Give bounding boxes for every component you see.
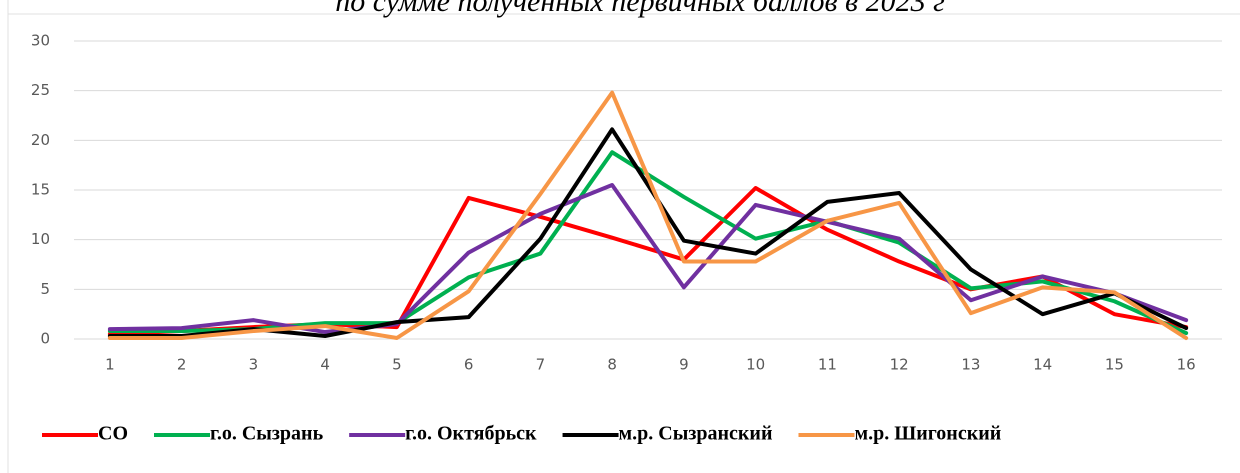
chart-title: по сумме полученных первичных баллов в 2… <box>335 0 945 18</box>
series-line <box>107 90 1189 341</box>
y-tick-label: 0 <box>40 330 50 348</box>
legend-label: м.р. Сызранский <box>619 423 773 445</box>
y-tick-label: 5 <box>40 280 50 298</box>
y-tick-label: 10 <box>31 230 50 248</box>
x-tick-label: 2 <box>177 356 187 374</box>
y-tick-label: 25 <box>31 81 50 99</box>
y-tick-label: 30 <box>31 32 50 50</box>
legend-label: СО <box>98 423 128 445</box>
series-line <box>107 186 1189 337</box>
x-tick-label: 3 <box>249 356 259 374</box>
legend-label: г.о. Октябрьск <box>405 423 537 445</box>
x-tick-label: 16 <box>1177 356 1196 374</box>
x-tick-label: 10 <box>746 356 765 374</box>
series-line <box>107 127 1189 339</box>
legend-label: г.о. Сызрань <box>210 423 324 445</box>
x-tick-label: 11 <box>818 356 837 374</box>
x-tick-label: 7 <box>536 356 546 374</box>
x-tick-label: 15 <box>1105 356 1124 374</box>
x-tick-label: 6 <box>464 356 474 374</box>
x-tick-label: 12 <box>890 356 909 374</box>
x-tick-label: 9 <box>679 356 689 374</box>
x-tick-label: 14 <box>1033 356 1052 374</box>
x-tick-label: 8 <box>607 356 617 374</box>
x-tick-label: 5 <box>392 356 402 374</box>
x-tick-label: 4 <box>320 356 330 374</box>
series-line <box>107 183 1189 335</box>
x-tick-label: 13 <box>961 356 980 374</box>
y-tick-label: 15 <box>31 181 50 199</box>
legend-label: м.р. Шигонский <box>854 423 1001 445</box>
y-tick-label: 20 <box>31 131 50 149</box>
x-tick-label: 1 <box>105 356 115 374</box>
